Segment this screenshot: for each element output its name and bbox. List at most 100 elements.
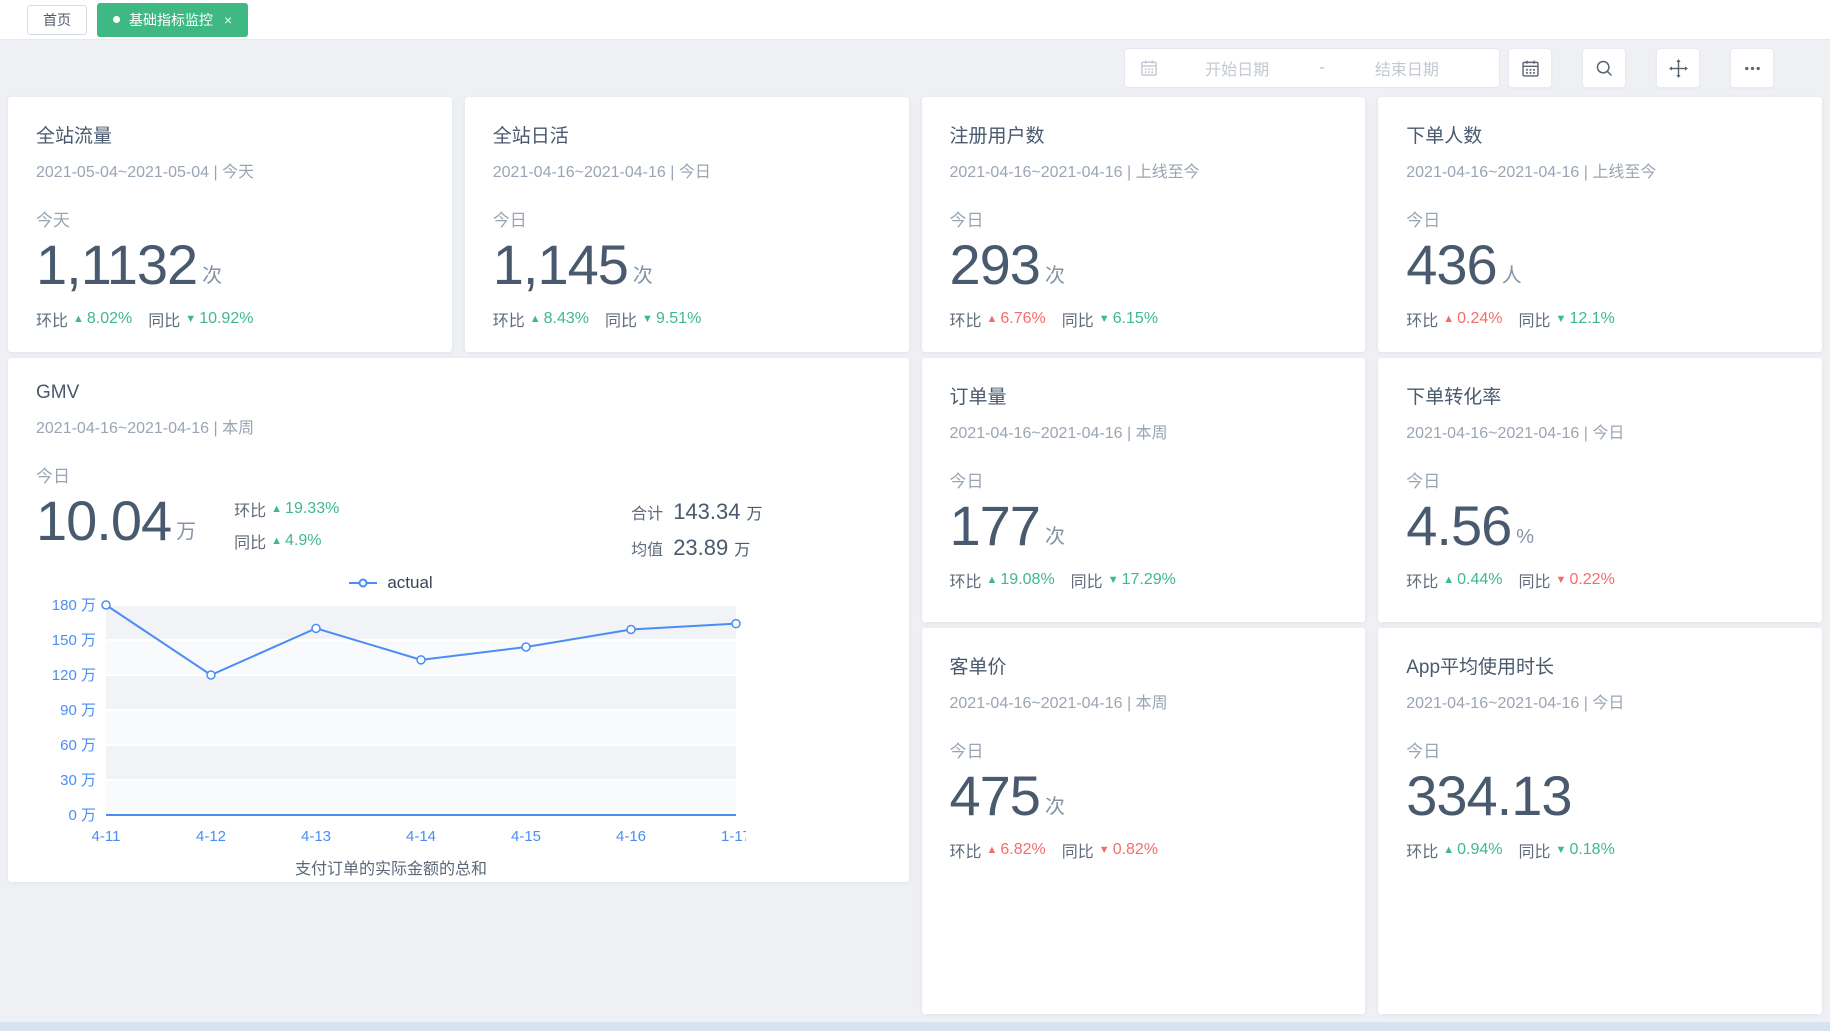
aggregates-block: 合计 143.34 万 均值 23.89 万 [631, 495, 762, 567]
card-period-label: 今日 [1406, 472, 1441, 491]
stat-value: 6.76% [1000, 310, 1046, 328]
horizontal-scrollbar[interactable] [0, 1022, 1830, 1031]
metric-unit: 次 [1044, 526, 1065, 549]
stats-row: 环比 ▲ 0.94% 同比 ▼ 0.18% [1406, 838, 1794, 862]
stat-value: 8.02% [86, 310, 133, 328]
metric-value-row: 293 次 [950, 233, 1338, 297]
stat-value: 0.82% [1112, 841, 1159, 859]
stat-label: 同比 [234, 535, 267, 552]
stat-label: 同比 [1061, 313, 1094, 331]
tab-basic-metrics-monitor[interactable]: 基础指标监控 × [97, 2, 249, 37]
metric-value: 436 [1406, 233, 1497, 296]
stat-value: 4.9% [285, 532, 322, 549]
stat-value: 0.94% [1457, 841, 1503, 859]
card-title: 全站流量 [36, 126, 113, 147]
move-button[interactable] [1656, 48, 1700, 88]
card-date-range: 2021-05-04~2021-05-04 | 今天 [36, 164, 255, 181]
calendar-button[interactable] [1508, 48, 1552, 88]
gmv-line-chart[interactable]: 0 万 30 万 60 万 90 万 120 万 150 万 180 万 4-11 4-12 4-… [36, 597, 746, 851]
metric-value: 475 [949, 764, 1041, 827]
date-range-separator: - [1319, 59, 1325, 76]
total-value: 143.34 [673, 499, 741, 524]
metric-unit: 次 [1044, 265, 1065, 288]
chart-caption: 支付订单的实际金额的总和 [294, 861, 487, 878]
svg-text:4-13: 4-13 [301, 828, 331, 845]
metric-card-gmv: GMV 2021-04-16~2021-04-16 | 本周 今日 10.04 … [8, 358, 909, 882]
svg-text:4-15: 4-15 [511, 828, 541, 845]
stat-item: 环比 ▲ 6.82% [950, 838, 1046, 862]
stats-row: 环比 ▲ 8.43% 同比 ▼ 9.51% [493, 307, 881, 331]
svg-text:60 万: 60 万 [60, 737, 96, 754]
tab-basic-metrics-label: 基础指标监控 [129, 11, 213, 28]
svg-text:180 万: 180 万 [52, 597, 96, 614]
stat-label: 同比 [1070, 574, 1103, 592]
dot-icon [113, 16, 120, 23]
start-date-placeholder: 开始日期 [1205, 62, 1270, 79]
stat-item: 环比 ▲ 8.02% [36, 307, 132, 331]
svg-text:90 万: 90 万 [60, 702, 96, 719]
card-date-range: 2021-04-16~2021-04-16 | 今日 [1406, 425, 1625, 442]
metric-card-site-traffic: 全站流量 2021-05-04~2021-05-04 | 今天 今天 1,113… [8, 97, 452, 352]
stat-value: 8.43% [543, 310, 590, 328]
metric-card-registered-users: 注册用户数 2021-04-16~2021-04-16 | 上线至今 今日 29… [921, 97, 1366, 352]
end-date-placeholder: 结束日期 [1374, 62, 1439, 79]
calendar-icon [1521, 60, 1539, 77]
svg-text:4-16: 4-16 [616, 828, 646, 845]
gmv-chart-area: actual 0 万 30 万 60 万 90 万 120 万 150 万 180 万 4-1… [36, 571, 746, 879]
arrow-up-icon: ▲ [1443, 574, 1455, 587]
stat-value: 0.18% [1569, 841, 1615, 859]
stats-row: 环比 ▲ 19.08% 同比 ▼ 17.29% [950, 568, 1338, 592]
stat-item: 环比 ▲ 6.76% [950, 307, 1046, 331]
arrow-down-icon: ▼ [185, 313, 197, 326]
stat-label: 环比 [1406, 574, 1439, 592]
stat-item: 同比 ▲ 4.9% [234, 529, 339, 553]
stat-item: 同比 ▼ 10.92% [148, 307, 253, 331]
stat-value: 6.82% [1000, 841, 1046, 859]
chart-legend[interactable]: actual [36, 571, 746, 595]
svg-text:120 万: 120 万 [52, 667, 96, 684]
search-button[interactable] [1582, 48, 1626, 88]
stat-label: 同比 [1518, 313, 1551, 331]
tab-home[interactable]: 首页 [27, 4, 87, 35]
card-period-label: 今日 [492, 211, 527, 230]
stats-row: 环比 ▲ 6.82% 同比 ▼ 0.82% [950, 838, 1338, 862]
card-date-range: 2021-04-16~2021-04-16 | 今日 [1406, 695, 1625, 712]
stat-value: 12.1% [1569, 310, 1615, 328]
stat-label: 环比 [36, 313, 69, 331]
card-period-label: 今日 [36, 467, 70, 486]
card-title: App平均使用时长 [1406, 657, 1555, 678]
stats-row: 环比 ▲ 0.24% 同比 ▼ 12.1% [1406, 307, 1794, 331]
more-button[interactable] [1730, 48, 1774, 88]
metric-unit: 次 [632, 265, 653, 288]
card-period-label: 今日 [949, 742, 984, 761]
card-title: 订单量 [949, 387, 1007, 408]
search-icon [1596, 60, 1612, 76]
calendar-icon [1141, 60, 1157, 76]
stat-label: 同比 [1518, 844, 1551, 862]
svg-text:150 万: 150 万 [52, 632, 96, 649]
arrow-down-icon: ▼ [1555, 313, 1567, 326]
metric-value: 10.04 [36, 489, 172, 552]
stat-label: 环比 [234, 503, 267, 520]
stat-value: 0.24% [1457, 310, 1503, 328]
card-date-range: 2021-04-16~2021-04-16 | 今日 [492, 164, 711, 181]
average-row: 均值 23.89 万 [631, 531, 762, 567]
metric-value-row: 10.04 万 [36, 489, 196, 553]
stat-item: 同比 ▼ 0.82% [1062, 838, 1158, 862]
stat-item: 同比 ▼ 12.1% [1519, 307, 1615, 331]
svg-text:0 万: 0 万 [68, 807, 96, 824]
svg-text:4-11: 4-11 [92, 828, 121, 845]
card-date-range: 2021-04-16~2021-04-16 | 上线至今 [1406, 164, 1657, 181]
metric-value: 293 [949, 233, 1041, 296]
stat-item: 环比 ▲ 0.24% [1406, 307, 1502, 331]
date-range-picker[interactable]: 开始日期 - 结束日期 [1124, 48, 1500, 88]
stat-item: 同比 ▼ 0.18% [1519, 838, 1615, 862]
average-unit: 万 [734, 542, 751, 559]
metric-unit: 次 [1044, 796, 1065, 819]
metric-card-order-count: 订单量 2021-04-16~2021-04-16 | 本周 今日 177 次 … [921, 358, 1366, 622]
stat-label: 环比 [492, 313, 525, 331]
card-title: 下单转化率 [1406, 387, 1502, 408]
close-icon[interactable]: × [224, 11, 233, 28]
stat-value: 9.51% [655, 310, 702, 328]
stat-item: 环比 ▲ 19.08% [950, 568, 1055, 592]
